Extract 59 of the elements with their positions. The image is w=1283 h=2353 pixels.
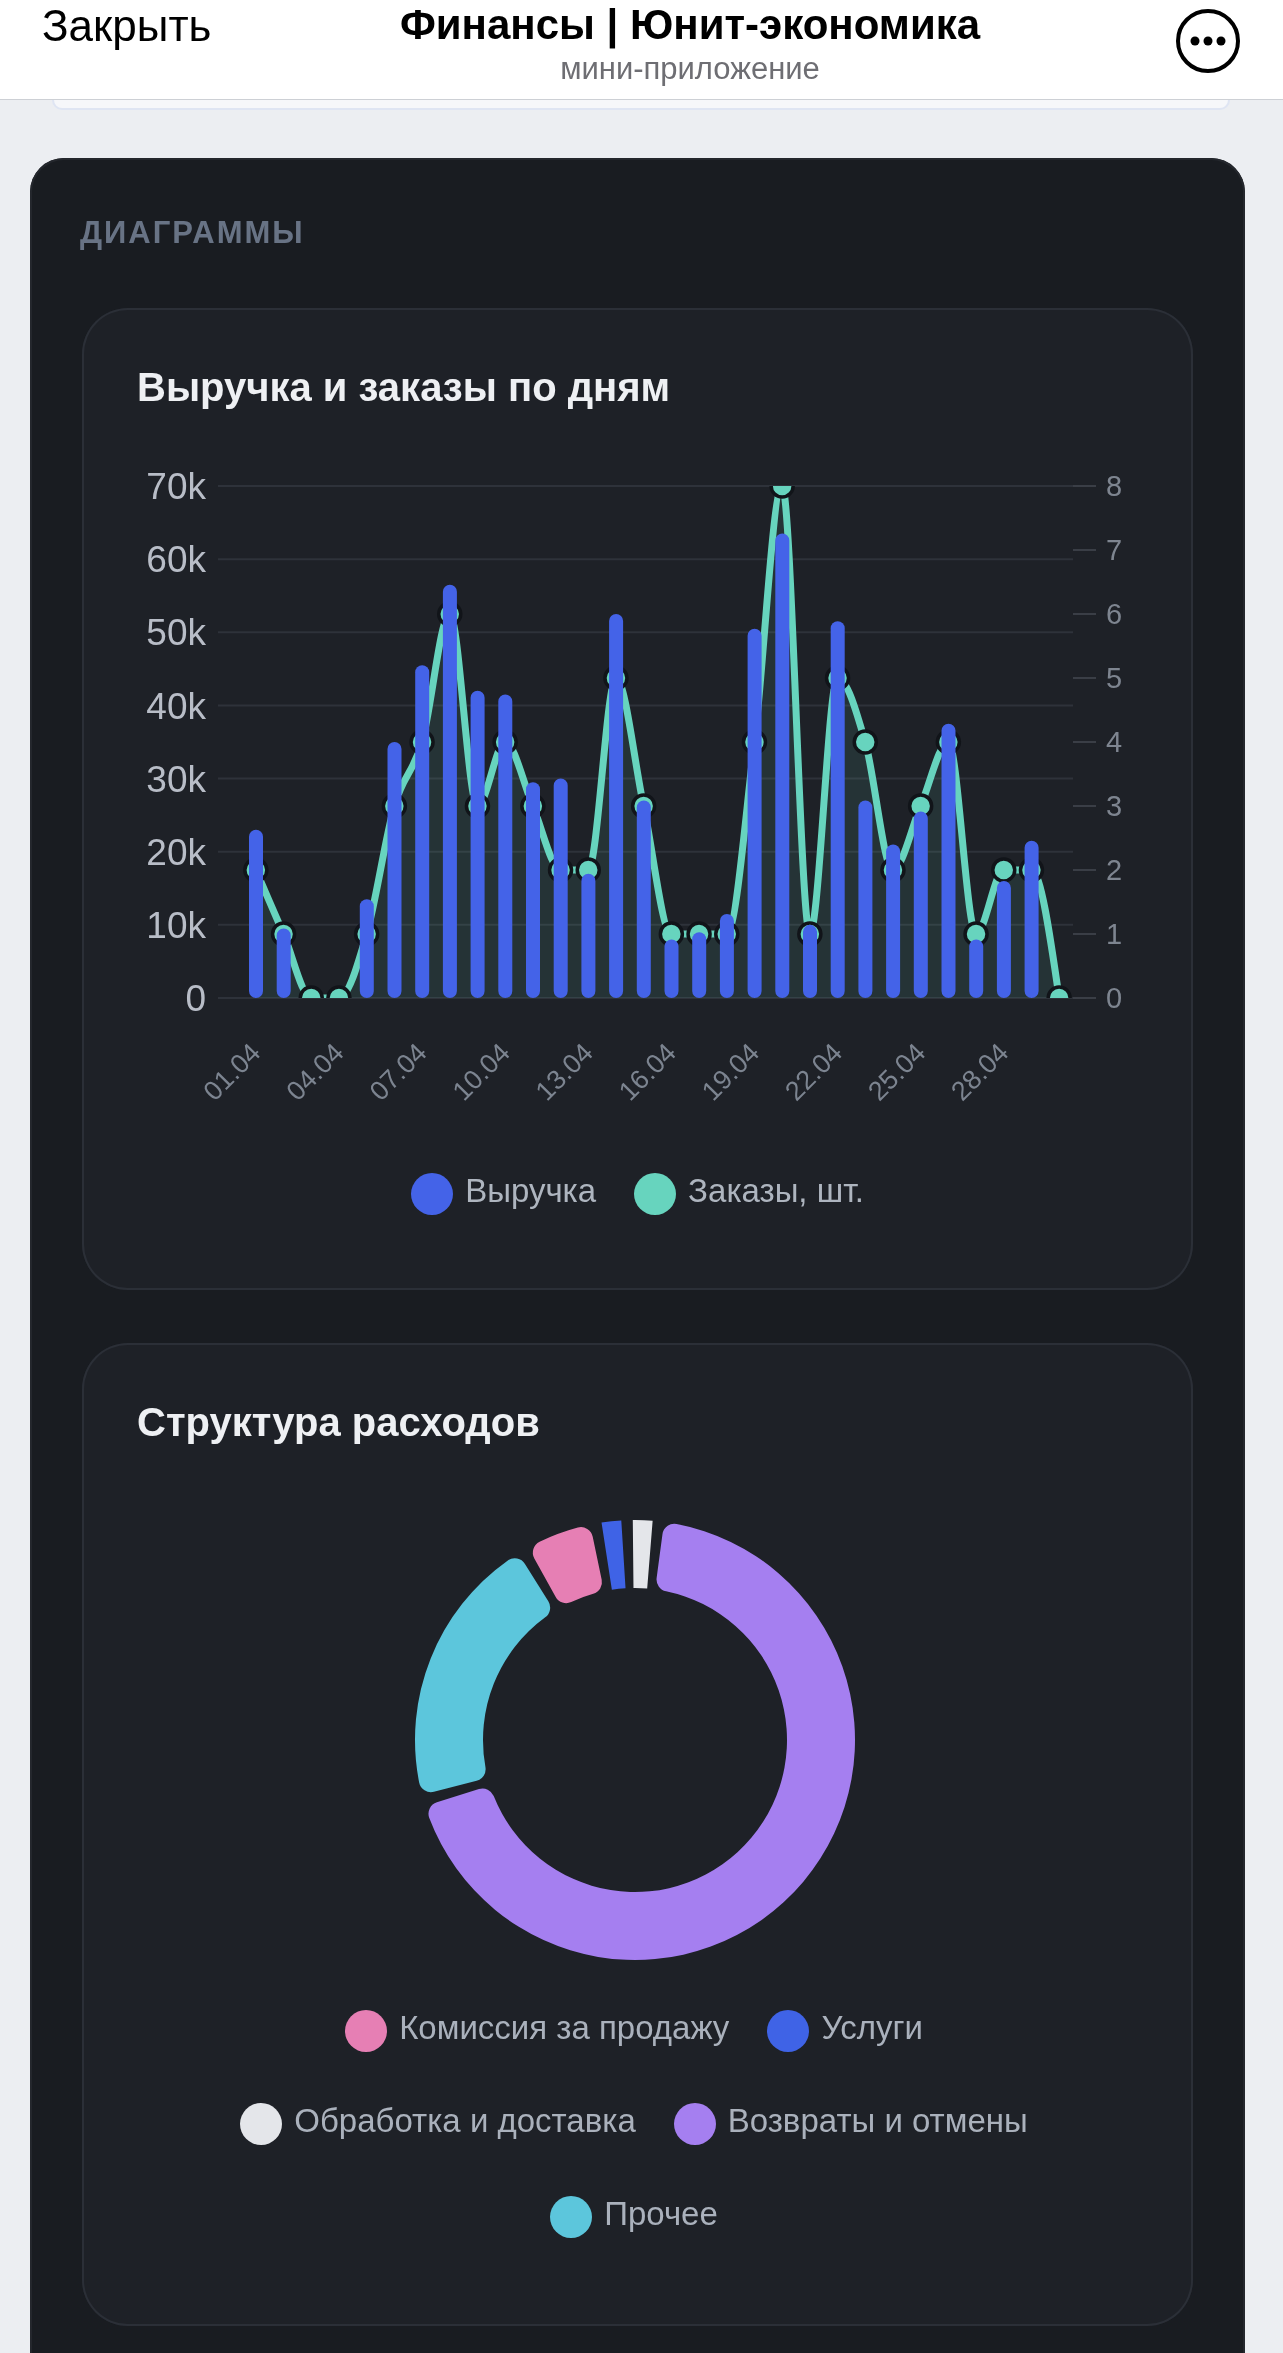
text: Закрыть <box>42 0 212 52</box>
bar <box>664 939 679 998</box>
bar <box>692 932 707 998</box>
y2-tick-label: 1 <box>1106 918 1123 951</box>
bar <box>636 800 651 998</box>
y2-tick-label: 7 <box>1106 534 1123 567</box>
chart-title: Структура расходов <box>137 1399 540 1445</box>
legend-label: Услуги <box>821 2009 923 2046</box>
y-tick-label: 20k <box>146 831 207 873</box>
bar <box>276 928 291 998</box>
bar <box>858 800 873 998</box>
bar <box>886 844 901 998</box>
legend-label: Обработка и доставка <box>294 2102 636 2139</box>
legend-label: Заказы, шт. <box>688 1172 864 1209</box>
bar <box>553 778 568 998</box>
y-tick-label: 60k <box>146 539 207 581</box>
y2-tick-label: 6 <box>1106 598 1123 631</box>
point <box>852 729 878 755</box>
text: Финансы | Юнит-экономика <box>399 0 981 50</box>
legend-label: Выручка <box>465 1172 597 1209</box>
bar <box>941 723 956 998</box>
y2-tick-label: 0 <box>1106 982 1123 1015</box>
text: ДИАГРАММЫ <box>80 214 305 252</box>
point <box>991 857 1017 883</box>
y2-tick-label: 3 <box>1106 790 1123 823</box>
bar <box>913 811 928 998</box>
y-tick-label: 40k <box>146 685 207 727</box>
y-tick-label: 10k <box>146 904 207 946</box>
y-tick-label: 30k <box>146 758 207 800</box>
y2-tick-label: 2 <box>1106 854 1123 887</box>
bar <box>969 939 984 998</box>
text: мини-приложение <box>560 50 820 88</box>
bar <box>442 584 457 998</box>
bar <box>387 742 402 998</box>
bar <box>609 614 624 998</box>
legend-label: Комиссия за продажу <box>399 2009 730 2046</box>
y-tick-label: 50k <box>146 612 207 654</box>
y2-tick-label: 4 <box>1106 726 1123 759</box>
bar <box>747 628 762 998</box>
legend-label: Возвраты и отмены <box>727 2102 1028 2139</box>
bar <box>719 913 734 998</box>
y-tick-label: 70k <box>146 466 207 508</box>
bar <box>581 873 596 998</box>
bar <box>526 782 540 998</box>
bar <box>803 924 817 998</box>
legend-label: Прочее <box>604 2195 718 2232</box>
y2-tick-label: 5 <box>1106 662 1123 695</box>
bar <box>498 694 513 998</box>
bar <box>249 829 263 998</box>
bar <box>470 690 485 998</box>
bar <box>1024 840 1039 998</box>
bar <box>775 533 790 998</box>
bar <box>996 880 1011 998</box>
chart-title: Выручка и заказы по дням <box>137 364 671 410</box>
bar <box>359 899 374 998</box>
bar <box>415 665 430 998</box>
bar <box>830 621 845 998</box>
y2-tick-label: 8 <box>1106 470 1123 503</box>
y-tick-label: 0 <box>185 978 206 1020</box>
